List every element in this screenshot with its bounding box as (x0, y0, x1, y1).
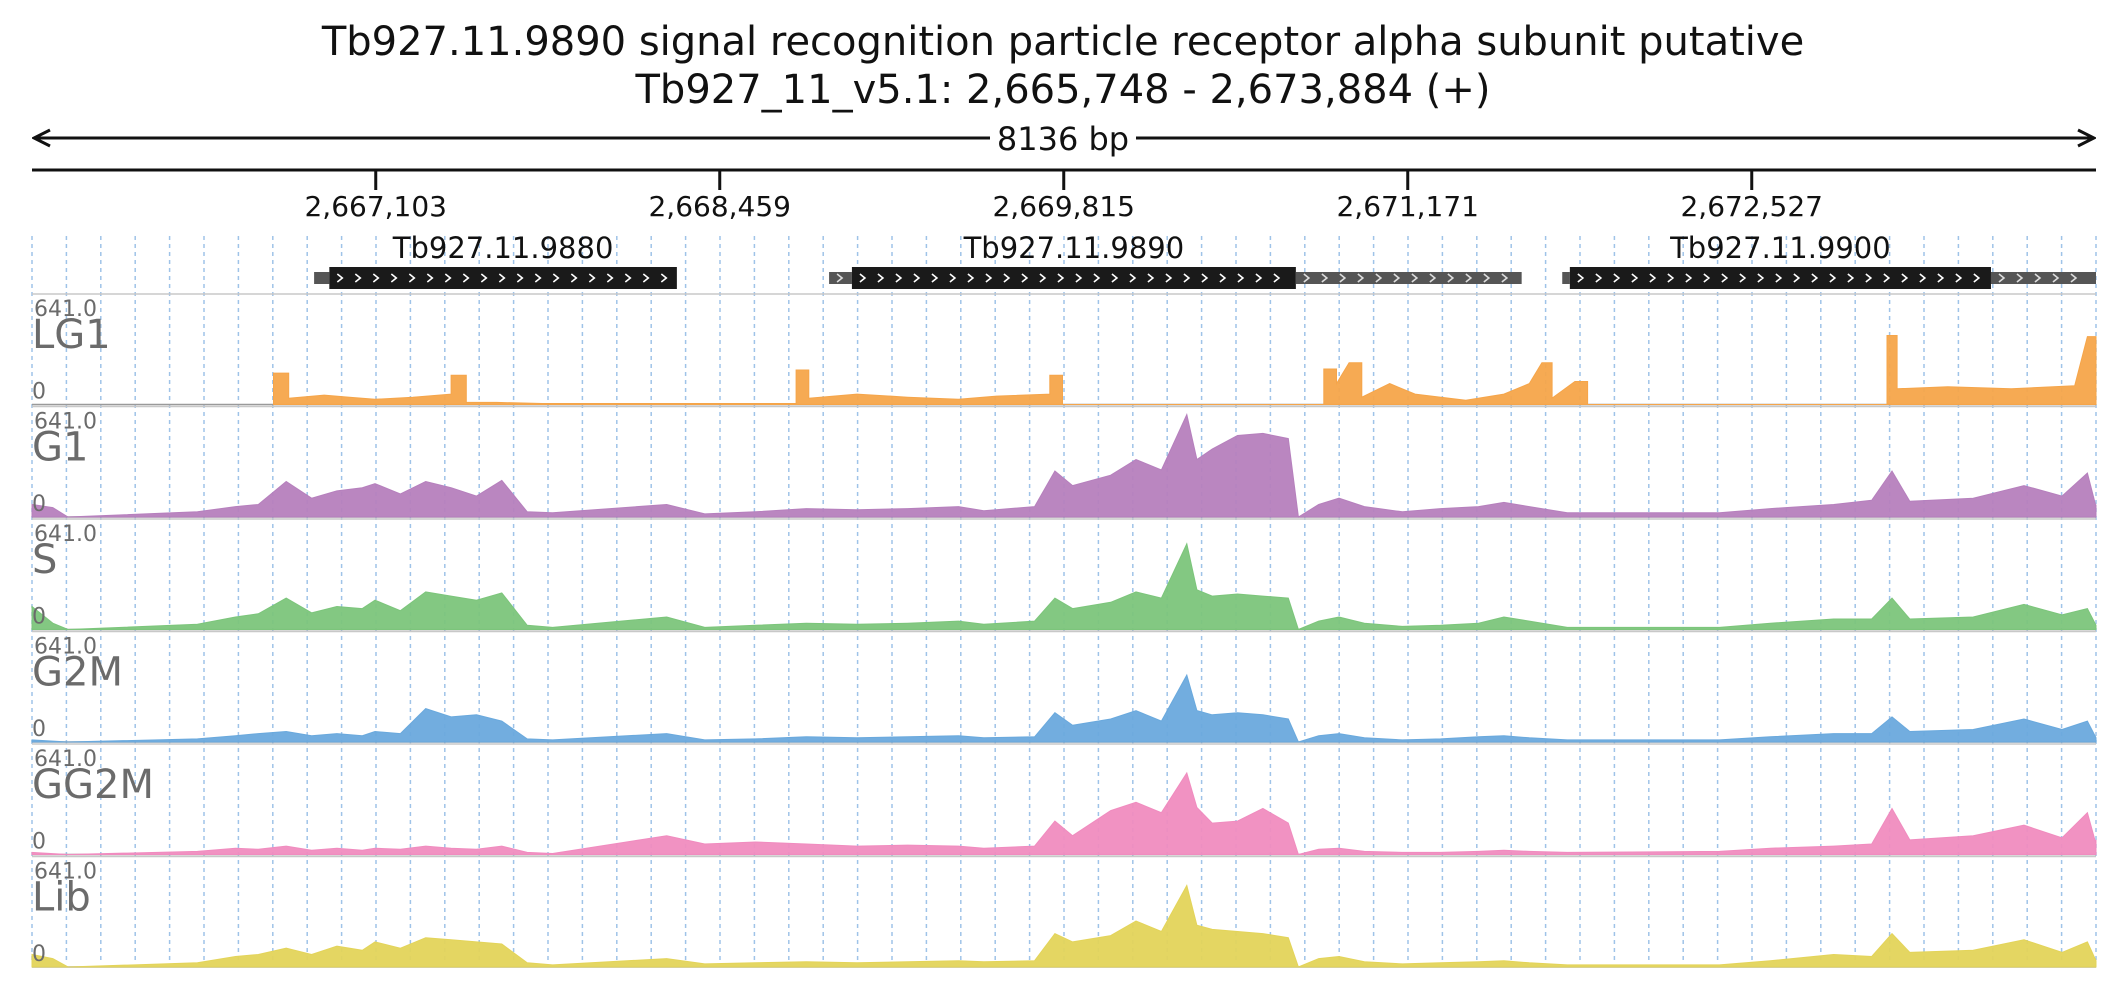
track-max-label: 641.0 (34, 410, 97, 435)
coverage-tracks: 641.0LG10641.0G10641.0S0641.0G2M0641.0GG… (31, 293, 2097, 968)
gene-utr5 (314, 272, 330, 284)
span-indicator: 8136 bp (34, 118, 2094, 158)
track-name-label: LG1 (32, 312, 111, 358)
chart-title-block: Tb927.11.9890 signal recognition particl… (0, 18, 2126, 114)
axis-tick-label: 2,669,815 (992, 190, 1135, 223)
track-name-label: G2M (32, 650, 123, 696)
track-min-label: 0 (32, 492, 46, 517)
coverage-track-g1: 641.0G1 0 (31, 405, 2097, 518)
axis-tick-label: 2,667,103 (304, 190, 447, 223)
gene-model: Tb927.11.9890 (829, 231, 1522, 289)
strand-chevrons (836, 273, 844, 283)
span-length-label: 8136 bp (997, 120, 1129, 158)
track-min-label: 0 (32, 830, 46, 855)
track-min-label: 0 (32, 605, 46, 630)
track-name-label: Lib (32, 875, 91, 921)
track-min-label: 0 (32, 380, 46, 405)
track-max-label: 641.0 (34, 635, 97, 660)
coverage-area (31, 771, 2097, 856)
track-name-label: S (32, 537, 57, 583)
strand-chevrons (859, 273, 1281, 283)
gene-utr3 (1295, 272, 1522, 284)
track-max-label: 641.0 (34, 747, 97, 772)
gene-utr5 (829, 272, 852, 284)
coverage-area (31, 673, 2097, 743)
gene-utr3 (1990, 272, 2096, 284)
strand-chevrons (1998, 273, 2078, 283)
coverage-track-s: 641.0S 0 (31, 518, 2097, 631)
track-min-label: 0 (32, 942, 46, 967)
gene-name-label: Tb927.11.9900 (1669, 231, 1891, 265)
coverage-area (31, 884, 2097, 968)
gene-name-label: Tb927.11.9890 (963, 231, 1185, 265)
gene-utr5 (1562, 272, 1570, 284)
gene-name-label: Tb927.11.9880 (392, 231, 614, 265)
track-name-label: G1 (32, 425, 88, 471)
span-label-background (990, 118, 1136, 158)
coordinate-axis: 2,667,103 2,668,459 2,669,815 2,671,171 2,67… (32, 168, 2096, 223)
axis-tick-label: 2,671,171 (1336, 190, 1479, 223)
coverage-area (31, 413, 2097, 518)
track-name-label: GG2M (32, 762, 154, 808)
gene-model: Tb927.11.9880 (314, 231, 677, 289)
strand-chevrons (1303, 273, 1509, 283)
gene-cds[interactable] (851, 267, 1296, 289)
locus-subtitle: Tb927_11_v5.1: 2,665,748 - 2,673,884 (+) (635, 67, 1491, 113)
gene-model: Tb927.11.9900 (1562, 231, 2096, 289)
strand-chevrons (1577, 273, 1981, 283)
track-max-label: 641.0 (34, 297, 97, 322)
axis-tick-label: 2,668,459 (648, 190, 791, 223)
coverage-area (31, 542, 2097, 631)
axis-tick-label: 2,672,527 (1680, 190, 1823, 223)
track-max-label: 641.0 (34, 860, 97, 885)
coverage-area (273, 335, 2097, 405)
strand-chevrons (336, 273, 668, 283)
track-min-label: 0 (32, 717, 46, 742)
track-max-label: 641.0 (34, 522, 97, 547)
gene-annotation-track: Tb927.11.9880 Tb927.11.9890 Tb927.11.9900 (314, 231, 2096, 289)
chart-title: Tb927.11.9890 signal recognition particl… (321, 19, 1805, 65)
